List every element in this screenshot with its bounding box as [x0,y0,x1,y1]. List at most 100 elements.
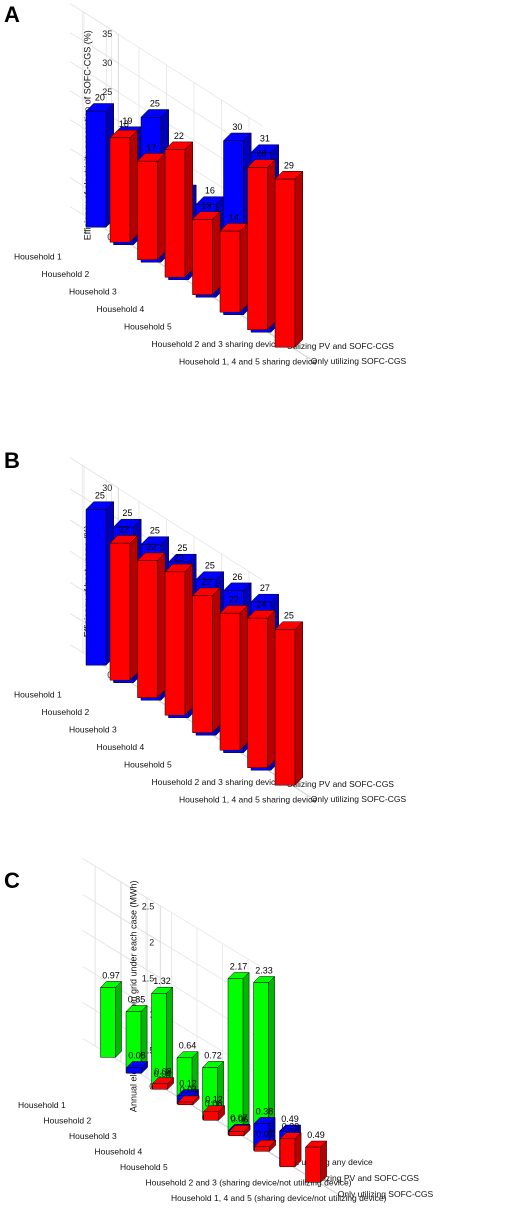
data-label: 0.08 [154,1066,172,1076]
bar: 0.97 [99,970,123,1058]
z-tick-label: 25 [102,87,112,97]
data-label: 0.97 [102,970,120,980]
grid-line-side [70,32,119,64]
bar-side [212,210,221,296]
z-tick-label: 2.5 [142,901,155,911]
bar-front [227,978,244,1136]
data-label: 26 [232,572,242,582]
z-tick-label: 0 [107,670,112,680]
bar-top [109,535,139,544]
bar: 29 [274,160,304,348]
z-tick-label: 1.5 [142,973,155,983]
bar-top [304,1140,328,1148]
bar: 0.39 [279,1122,302,1168]
data-label: 30 [232,122,242,132]
category-label: Household 4 [97,742,145,752]
bar-top [201,1061,225,1068]
panel-b: B051015202530Efficiency of heat usage (%… [4,448,406,805]
bar-front [192,595,213,733]
data-label: 31 [260,134,270,144]
category-label: Household 5 [124,760,172,770]
category-label: Household 1 [14,252,62,262]
category-label: Household 1 [14,690,62,700]
bar-side [184,563,193,716]
category-labels: Household 1 Household 2 Household 3 Househo… [14,690,317,805]
category-label: Household 2 and 3 sharing device [152,339,281,349]
bar-top [85,103,115,112]
z-tick-label: 30 [102,483,112,493]
bar-top [228,1125,251,1132]
data-label: 0.07 [256,1129,274,1139]
data-label: 0.12 [205,1095,223,1105]
bar-top [191,587,221,596]
bar-side [294,170,303,348]
data-label: 0.12 [179,1079,197,1089]
z-tick-label: 0.5 [142,1045,155,1055]
bar-top [109,129,139,139]
bar-top [164,563,194,573]
bar-front [177,1101,194,1106]
bar-front [164,149,186,278]
bar-front [203,1111,219,1121]
category-label: Household 3 [69,287,117,297]
bars: 2019251516303118172213142829 [85,93,304,348]
bar-front [247,167,268,330]
series-label: Utilizing PV and SOFC-CGS [287,341,395,351]
bar-top [136,552,166,561]
bar-top [164,141,194,150]
bar-front [279,1138,296,1168]
bar-front [247,617,268,768]
bar-front [109,542,131,681]
bar: 20 [85,93,115,228]
data-label: 25 [284,611,294,621]
bar-side [267,158,276,331]
bar-side [212,587,221,734]
bar-side [242,971,250,1136]
bar-side [129,129,138,243]
category-label: Household 5 [124,322,172,332]
bar-front [305,1146,321,1183]
bar-top [279,1132,302,1139]
data-label: 16 [205,186,215,196]
data-label: 22 [119,524,129,534]
bar: 1.32 [150,976,174,1089]
z-tick-label: 30 [102,58,112,68]
bar-top [150,986,174,994]
bar: 24 [246,599,276,769]
data-label: 0.38 [256,1106,274,1116]
data-label: 25 [177,543,187,553]
bar-front [254,1146,270,1152]
bar-top [252,976,276,983]
bar-top [195,571,225,580]
data-label: 0.08 [128,1050,146,1060]
bar: 14 [219,212,249,313]
series-label: Only utilizing SOFC-CGS [311,356,407,366]
bar: 0.49 [304,1130,328,1183]
data-label: 0.49 [281,1114,299,1124]
series-labels: Only utilizing SOFC-CGS Utilizing PV and … [287,341,407,366]
bar: 22 [136,542,166,699]
data-label: 22 [201,577,211,587]
data-label: 2.33 [255,965,273,975]
data-label: 0.72 [204,1050,222,1060]
bar-top [85,501,115,510]
bar: 22 [219,594,249,751]
bar-side [157,152,166,261]
bar: 28 [246,149,276,331]
bar-top [176,1051,199,1058]
data-label: 22 [229,594,239,604]
bar: 0.07 [253,1129,277,1152]
bar-top [151,1077,175,1084]
category-labels: Household 1 Household 2 Household 3 Househo… [18,1100,387,1203]
z-axis-label: Annual electricity usage from grid under… [128,880,138,1112]
bar-side [115,980,122,1058]
data-label: 25 [95,491,105,501]
panel-letter: B [4,448,20,473]
bar-top [202,1105,226,1112]
bar: 25 [85,491,115,666]
bar-side [294,621,303,786]
series-labels: Only utilizing SOFC-CGS Utilizing PV and … [287,779,407,804]
bar-front [164,571,186,716]
category-label: Household 2 [42,269,90,279]
bar-top [227,972,250,979]
